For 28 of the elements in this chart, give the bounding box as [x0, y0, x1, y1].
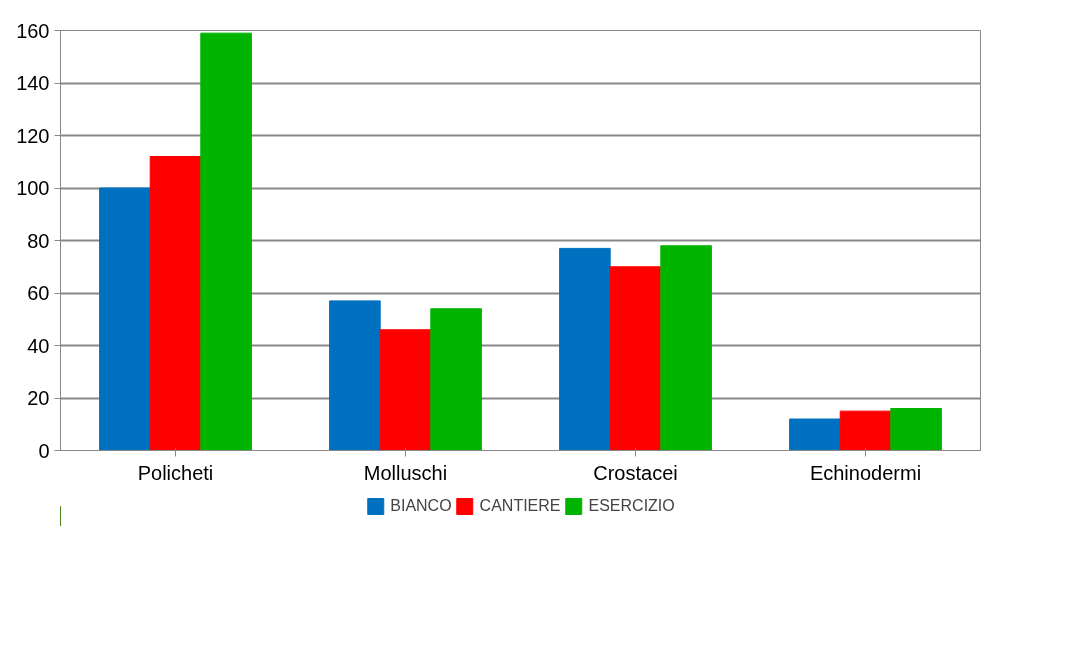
y-tick-label: 80 [27, 229, 50, 252]
y-tick-label: 100 [16, 177, 50, 199]
bar [200, 32, 252, 451]
y-tick-label: 140 [16, 72, 50, 94]
x-tick-label: Crostacei [593, 461, 678, 484]
bar [329, 300, 381, 451]
bar [609, 266, 662, 451]
bar [789, 418, 841, 451]
bar [430, 308, 482, 451]
y-tick-label: 60 [27, 282, 50, 304]
legend-label: BIANCO [390, 497, 452, 515]
bar [559, 247, 611, 451]
y-tick-label: 40 [27, 334, 50, 357]
x-tick-label: Molluschi [363, 461, 448, 484]
x-tick-label: Policheti [137, 461, 214, 484]
bar [839, 410, 892, 451]
x-tick-label: Echinodermi [809, 461, 922, 484]
bar [99, 187, 151, 451]
y-tick-label: 0 [38, 439, 50, 462]
bar [890, 408, 942, 451]
y-tick-label: 20 [27, 387, 50, 409]
bar [379, 329, 432, 451]
bar [149, 156, 202, 451]
legend-label: CANTIERE [479, 497, 561, 515]
bar [660, 245, 712, 451]
legend-label: ESERCIZIO [588, 497, 675, 515]
y-tick-label: 120 [16, 124, 50, 147]
y-tick-label: 160 [16, 19, 50, 42]
